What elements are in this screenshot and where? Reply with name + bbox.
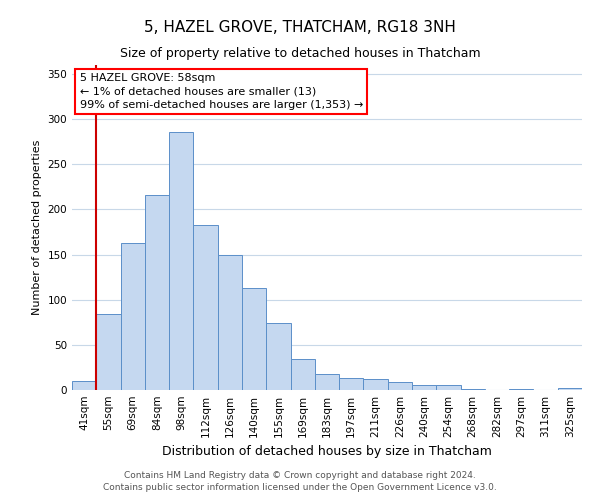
Bar <box>96 314 121 390</box>
Bar <box>509 389 533 390</box>
Bar <box>72 381 96 390</box>
Bar <box>193 225 218 390</box>
Bar <box>461 389 485 390</box>
Text: 5, HAZEL GROVE, THATCHAM, RG18 3NH: 5, HAZEL GROVE, THATCHAM, RG18 3NH <box>144 20 456 35</box>
Bar <box>436 386 461 390</box>
Text: Contains HM Land Registry data © Crown copyright and database right 2024.: Contains HM Land Registry data © Crown c… <box>124 471 476 480</box>
Text: Contains public sector information licensed under the Open Government Licence v3: Contains public sector information licen… <box>103 484 497 492</box>
Bar <box>339 378 364 390</box>
Y-axis label: Number of detached properties: Number of detached properties <box>32 140 42 315</box>
Bar <box>315 374 339 390</box>
Bar <box>121 243 145 390</box>
Bar <box>412 384 436 390</box>
X-axis label: Distribution of detached houses by size in Thatcham: Distribution of detached houses by size … <box>162 446 492 458</box>
Text: 5 HAZEL GROVE: 58sqm
← 1% of detached houses are smaller (13)
99% of semi-detach: 5 HAZEL GROVE: 58sqm ← 1% of detached ho… <box>80 73 363 110</box>
Text: Size of property relative to detached houses in Thatcham: Size of property relative to detached ho… <box>119 48 481 60</box>
Bar <box>364 379 388 390</box>
Bar <box>388 382 412 390</box>
Bar <box>218 256 242 390</box>
Bar <box>145 195 169 390</box>
Bar <box>290 360 315 390</box>
Bar <box>242 288 266 390</box>
Bar <box>169 132 193 390</box>
Bar <box>266 323 290 390</box>
Bar <box>558 388 582 390</box>
